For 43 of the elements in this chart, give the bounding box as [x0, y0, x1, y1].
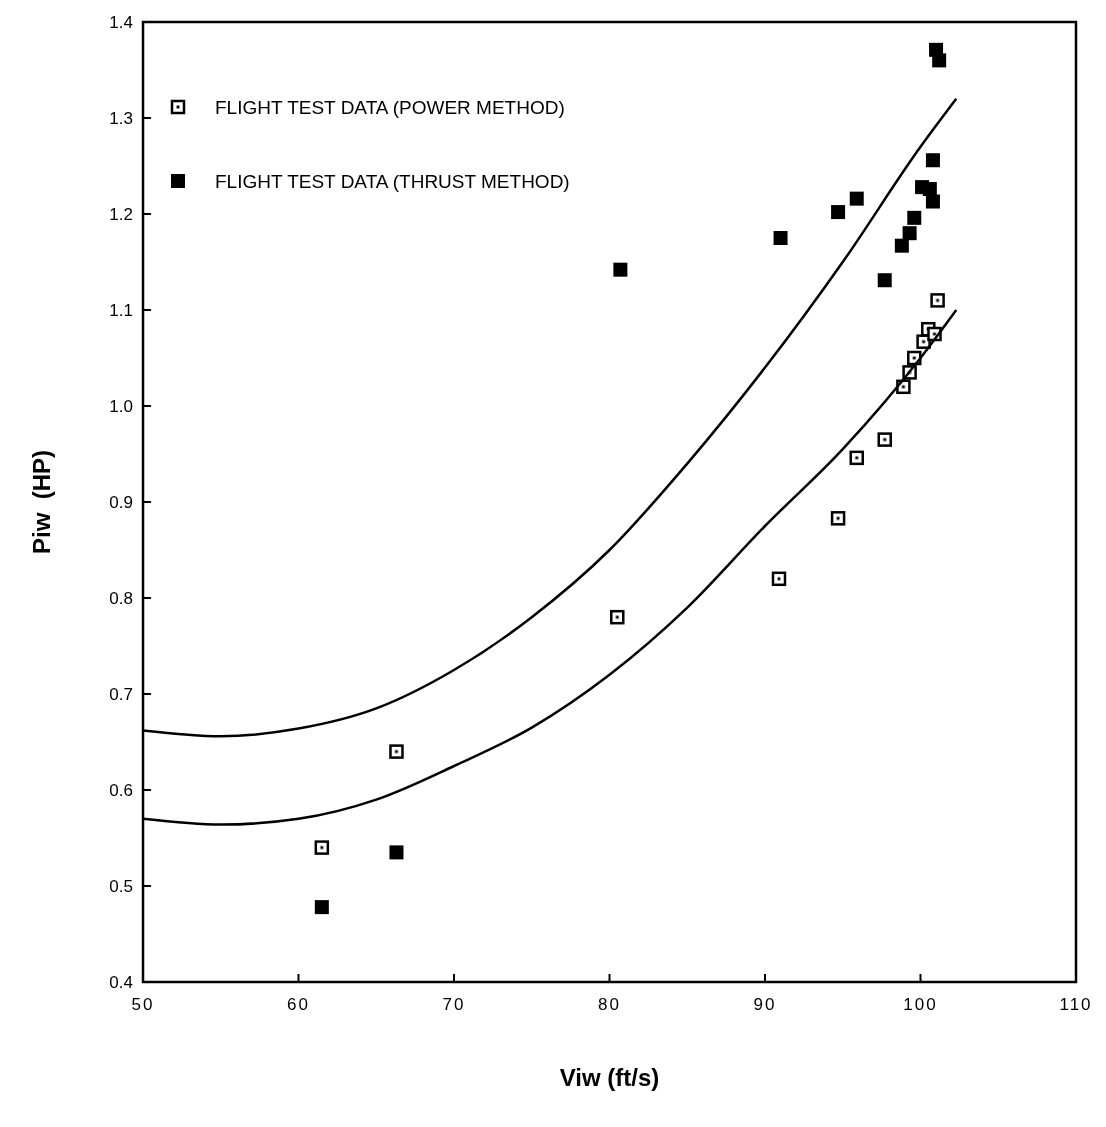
- point: [877, 432, 892, 447]
- point: [831, 205, 846, 220]
- y-tick-label: 0.9: [109, 493, 133, 512]
- point: [849, 191, 864, 206]
- x-tick-label: 110: [1059, 995, 1093, 1014]
- point: [389, 744, 404, 759]
- x-axis-title: Viw (ft/s): [559, 1064, 660, 1091]
- y-tick-label: 0.4: [109, 973, 133, 992]
- y-tick-label: 0.6: [109, 781, 133, 800]
- x-tick-label: 100: [903, 995, 938, 1014]
- point: [389, 845, 404, 860]
- x-tick-label: 90: [753, 995, 777, 1014]
- y-tick-label: 0.7: [109, 685, 133, 704]
- point: [902, 226, 917, 241]
- x-tick-label: 60: [287, 995, 310, 1014]
- point: [830, 511, 846, 526]
- point: [932, 53, 947, 68]
- point: [894, 238, 909, 253]
- point: [771, 571, 787, 587]
- point: [925, 194, 940, 209]
- point: [773, 231, 788, 245]
- point: [314, 840, 330, 855]
- y-axis-title: Piw (HP): [28, 449, 55, 555]
- point: [613, 262, 628, 277]
- y-tick-label: 0.8: [109, 589, 133, 608]
- y-tick-label: 1.0: [109, 397, 133, 416]
- legend-label: FLIGHT TEST DATA (POWER METHOD): [215, 97, 565, 118]
- legend-label: FLIGHT TEST DATA (THRUST METHOD): [215, 171, 570, 192]
- x-tick-label: 80: [598, 995, 621, 1014]
- y-tick-label: 1.3: [109, 109, 133, 128]
- point: [925, 153, 940, 168]
- y-tick-label: 1.2: [109, 205, 133, 224]
- point: [610, 609, 625, 625]
- point: [877, 273, 892, 288]
- y-tick-label: 1.4: [109, 13, 133, 32]
- x-tick-label: 50: [131, 995, 155, 1014]
- y-tick-label: 1.1: [109, 301, 133, 320]
- point: [907, 210, 922, 225]
- point: [314, 900, 329, 915]
- point: [849, 450, 864, 466]
- x-tick-label: 70: [442, 995, 466, 1014]
- y-tick-label: 0.5: [109, 877, 133, 896]
- point: [930, 293, 945, 308]
